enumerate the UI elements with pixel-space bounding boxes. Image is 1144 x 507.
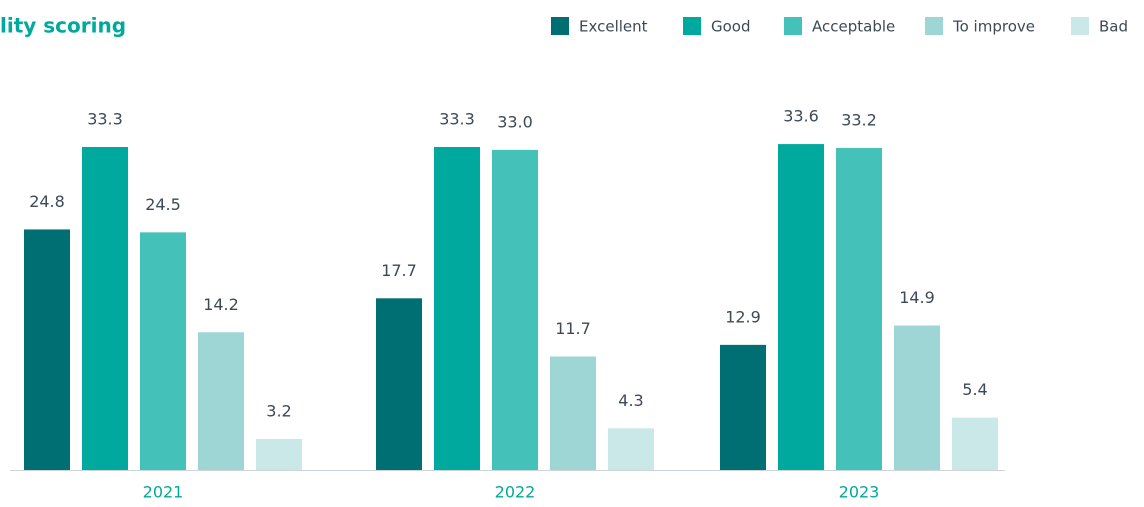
bar bbox=[952, 417, 998, 470]
data-label: 17.7 bbox=[381, 261, 417, 280]
legend-label: To improve bbox=[952, 18, 1035, 36]
bar bbox=[256, 438, 302, 470]
bar bbox=[778, 144, 824, 470]
bar bbox=[550, 356, 596, 470]
data-label: 33.0 bbox=[497, 112, 533, 131]
bar bbox=[492, 149, 538, 470]
legend-swatch bbox=[551, 17, 569, 35]
bar bbox=[376, 298, 422, 470]
bar bbox=[24, 229, 70, 470]
data-label: 3.2 bbox=[266, 401, 291, 420]
data-label: 14.9 bbox=[899, 288, 935, 307]
legend-swatch bbox=[784, 17, 802, 35]
bar bbox=[608, 428, 654, 470]
legend-swatch bbox=[1071, 17, 1089, 35]
data-label: 33.3 bbox=[439, 109, 475, 128]
data-label: 24.8 bbox=[29, 192, 65, 211]
bar bbox=[720, 344, 766, 470]
data-label: 5.4 bbox=[962, 380, 987, 399]
legend-swatch bbox=[925, 17, 943, 35]
legend-swatch bbox=[683, 17, 701, 35]
bar bbox=[434, 146, 480, 471]
data-label: 14.2 bbox=[203, 295, 239, 314]
legend-label: Acceptable bbox=[812, 18, 895, 36]
x-tick-label: 2022 bbox=[495, 483, 536, 502]
data-label: 4.3 bbox=[618, 391, 643, 410]
data-label: 33.6 bbox=[783, 107, 819, 126]
data-label: 33.2 bbox=[841, 110, 877, 129]
x-tick-label: 2021 bbox=[143, 483, 184, 502]
x-tick-label: 2023 bbox=[839, 483, 880, 502]
bar bbox=[198, 332, 244, 470]
data-label: 11.7 bbox=[555, 319, 591, 338]
legend-label: Excellent bbox=[579, 18, 648, 36]
legend-label: Good bbox=[711, 18, 751, 36]
data-label: 12.9 bbox=[725, 307, 761, 326]
bar bbox=[82, 146, 128, 471]
bar bbox=[894, 325, 940, 470]
data-label: 24.5 bbox=[145, 195, 181, 214]
legend-label: Bad bbox=[1099, 18, 1128, 36]
bar bbox=[140, 232, 186, 470]
bar bbox=[836, 147, 882, 470]
chart-title: lity scoring bbox=[0, 14, 126, 38]
data-label: 33.3 bbox=[87, 109, 123, 128]
